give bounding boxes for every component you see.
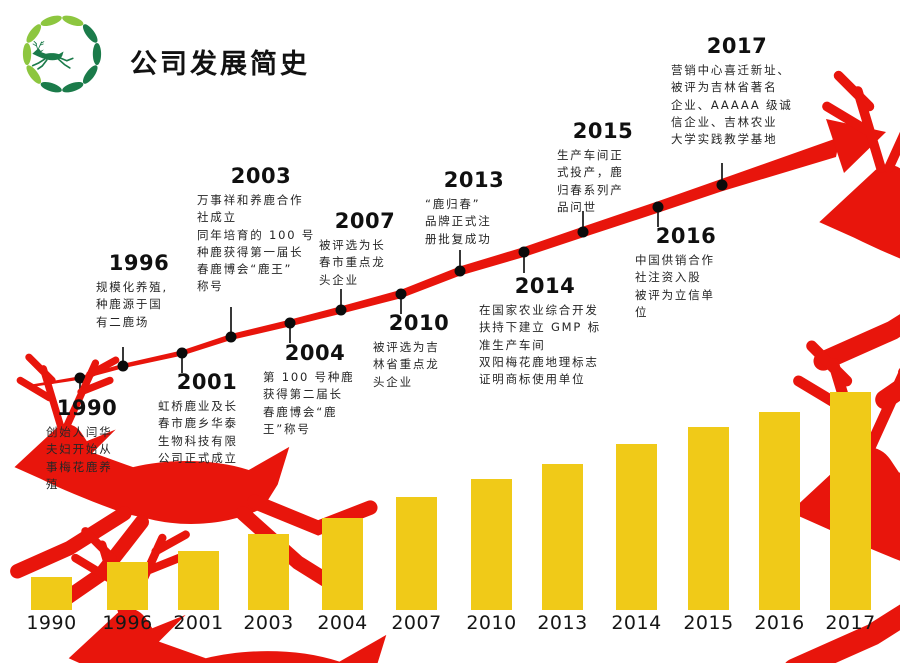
milestone-text: 被评选为吉 林省重点龙 头企业 [373,340,440,389]
milestone-2010: 2010 被评选为吉 林省重点龙 头企业 [373,311,465,391]
milestone-text: 万事祥和养鹿合作 社成立 同年培育的 100 号 种鹿获得第一届长 春鹿博会“鹿… [197,193,316,294]
milestone-2013: 2013 “鹿归春” 品牌正式注 册批复成功 [425,168,523,248]
milestone-text: 创始人闫华 夫妇开始从 事梅花鹿养 殖 [46,425,113,491]
milestone-2003: 2003 万事祥和养鹿合作 社成立 同年培育的 100 号 种鹿获得第一届长 春鹿… [197,164,325,296]
company-logo [22,15,102,93]
timeline-dot [395,288,407,300]
bar-2013 [542,463,583,610]
milestone-2015: 2015 生产车间正 式投产，鹿 归春系列产 品问世 [557,119,649,216]
milestone-text: 营销中心喜迁新址、 被评为吉林省著名 企业、AAAAA 级诚 信企业、吉林农业 … [671,63,793,147]
milestone-year: 2017 [706,34,768,58]
bar-year-label: 2003 [243,612,294,634]
page-title: 公司发展简史 [130,49,310,80]
bar-1990 [31,577,72,610]
milestone-year: 2010 [388,311,450,335]
milestone-text: 在国家农业综合开发 扶持下建立 GMP 标 准生产车间 双阳梅花鹿地理标志 证明… [479,303,601,387]
bar-2003 [248,533,289,610]
timeline-dot [74,372,86,384]
milestone-year: 2015 [572,119,634,143]
bar-year-label: 2007 [391,612,442,634]
milestone-year: 2013 [443,168,505,192]
milestone-year: 2007 [334,209,396,233]
bar-year-label: 1996 [102,612,153,634]
timeline-dot [176,347,188,359]
milestone-text: 被评选为长 春市重点龙 头企业 [319,238,386,287]
milestone-text: “鹿归春” 品牌正式注 册批复成功 [425,197,492,246]
milestone-year: 2004 [284,341,346,365]
bar-2001 [178,551,219,610]
milestone-text: 中国供销合作 社注资入股 被评为立信单 位 [635,253,715,319]
milestone-1996: 1996 规模化养殖, 种鹿源于国 有二鹿场 [96,251,182,331]
milestone-year: 2001 [176,370,238,394]
bar-year-label: 2014 [611,612,662,634]
bar-year-label: 2001 [173,612,224,634]
bar-1996 [107,562,148,610]
timeline-dot [518,246,530,258]
timeline-dot [225,331,237,343]
bar-2004 [322,518,363,610]
timeline-dot [577,226,589,238]
bar-2016 [759,411,800,610]
milestone-2007: 2007 被评选为长 春市重点龙 头企业 [319,209,411,289]
timeline-dots [74,163,728,399]
bar-2007 [396,496,437,610]
bar-year-label: 2010 [466,612,517,634]
bar-year-label: 2004 [317,612,368,634]
bar-2010 [471,479,512,610]
bar-year-label: 2016 [754,612,805,634]
bar-year-label: 2017 [825,612,876,634]
milestone-2004: 2004 第 100 号种鹿 获得第二届长 春鹿博会“鹿 王”称号 [263,341,367,438]
timeline-dot [335,304,347,316]
milestone-1990: 1990 创始人闫华 夫妇开始从 事梅花鹿养 殖 [46,396,128,493]
milestone-year: 1990 [56,396,118,420]
bar-year-label: 2013 [537,612,588,634]
timeline-dot [716,179,728,191]
milestone-2017: 2017 营销中心喜迁新址、 被评为吉林省著名 企业、AAAAA 级诚 信企业、吉… [671,34,803,148]
bar-2015 [688,426,729,610]
milestone-year: 2014 [514,274,576,298]
bar-2017 [830,392,871,610]
milestone-year: 2003 [230,164,292,188]
bar-year-label: 1990 [26,612,77,634]
milestone-text: 第 100 号种鹿 获得第二届长 春鹿博会“鹿 王”称号 [263,370,355,436]
milestone-year: 2016 [655,224,717,248]
timeline-dot [284,317,296,329]
milestone-year: 1996 [108,251,170,275]
milestone-text: 虹桥鹿业及长 春市鹿乡华泰 生物科技有限 公司正式成立 [158,399,238,465]
bar-year-label: 2015 [683,612,734,634]
wreath-leaves [22,15,102,93]
milestone-2014: 2014 在国家农业综合开发 扶持下建立 GMP 标 准生产车间 双阳梅花鹿地理标… [479,274,611,388]
milestone-2001: 2001 虹桥鹿业及长 春市鹿乡华泰 生物科技有限 公司正式成立 [158,370,256,467]
timeline-dot [652,201,664,213]
milestone-text: 规模化养殖, 种鹿源于国 有二鹿场 [96,280,168,329]
timeline-dot [117,360,129,372]
milestone-text: 生产车间正 式投产，鹿 归春系列产 品问世 [557,148,624,214]
timeline-dot [454,265,466,277]
bar-2014 [616,444,657,610]
milestone-2016: 2016 中国供销合作 社注资入股 被评为立信单 位 [635,224,737,321]
